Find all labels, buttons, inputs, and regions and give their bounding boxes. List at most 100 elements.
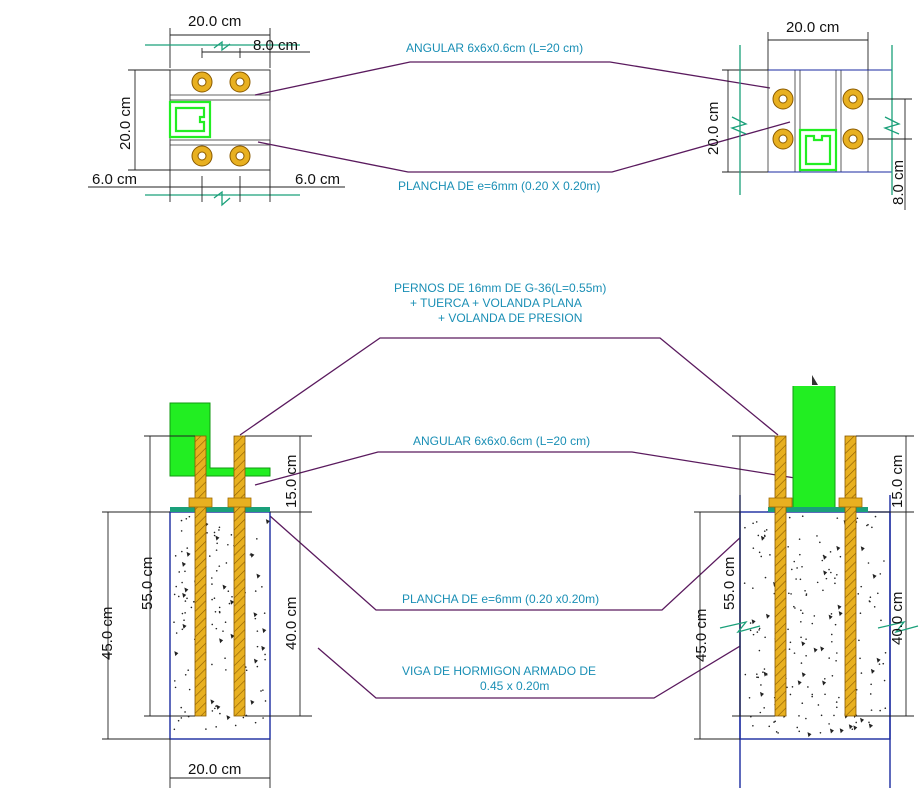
aggregate-dot [752,522,754,525]
aggregate-dot [242,716,245,719]
aggregate-mark [186,551,191,557]
aggregate-dot [805,593,808,595]
dim-right-side: 8.0 cm [890,160,907,205]
plan-view-right: 20.0 cm 20.0 cm 8.0 cm [705,19,912,210]
aggregate-dot [256,630,259,632]
aggregate-dot [793,560,796,563]
aggregate-dot [884,651,887,654]
aggregate-mark [262,628,267,634]
aggregate-dot [791,568,793,571]
aggregate-mark [182,592,187,598]
dim-width-top-right: 20.0 cm [786,19,839,36]
aggregate-dot [836,652,838,654]
aggregate-dot [799,553,801,556]
aggregate-dot [760,684,762,686]
aggregate-dot [789,693,792,696]
aggregate-mark [181,561,186,567]
aggregate-dot [860,585,863,588]
aggregate-dot [757,676,760,679]
aggregate-dot [758,629,760,631]
aggregate-dot [185,517,188,520]
aggregate-mark [261,645,266,651]
aggregate-dot [878,663,881,665]
aggregate-dot [762,671,764,673]
aggregate-mark [174,651,179,657]
aggregate-dot [855,721,858,724]
aggregate-dot [788,648,791,650]
column-steel-right [792,383,836,509]
aggregate-dot [859,657,861,660]
aggregate-dot [874,515,877,518]
aggregate-dot [796,726,799,729]
section-left: 45.0 cm 55.0 cm 15.0 cm 40.0 cm 20.0 cm [99,402,312,788]
aggregate-dot [798,715,800,717]
aggregate-dot [180,519,183,522]
aggregate-dot [800,609,802,612]
aggregate-mark [868,723,873,729]
aggregate-dot [205,728,207,730]
aggregate-dot [215,549,218,551]
aggregate-mark [801,641,806,647]
dim-width-20: 20.0 cm [188,761,241,778]
aggregate-mark [222,584,227,590]
aggregate-dot [825,577,828,580]
aggregate-dot [790,593,792,595]
aggregate-mark [822,680,827,686]
aggregate-dot [869,596,872,598]
label-plancha-top: PLANCHA DE e=6mm (0.20 X 0.20m) [398,179,600,193]
aggregate-dot [816,535,818,537]
aggregate-dot [867,523,869,526]
aggregate-dot [799,578,802,581]
label-viga-2: 0.45 x 0.20m [480,679,549,693]
aggregate-dot [175,632,178,634]
aggregate-mark [751,619,756,625]
aggregate-dot [256,645,259,648]
aggregate-mark [253,658,258,664]
aggregate-dot [834,623,837,626]
column-section-right [798,128,838,172]
concrete-beam [169,511,271,740]
aggregate-dot [764,535,766,538]
aggregate-dot [764,636,766,639]
bolt-nut-icon [772,88,864,150]
aggregate-dot [749,629,752,632]
aggregate-dot [184,600,187,602]
dim-bottom-left: 6.0 cm [92,171,137,188]
aggregate-dot [230,534,233,536]
aggregate-dot [756,631,759,633]
aggregate-dot [800,662,803,664]
aggregate-dot [254,590,257,592]
aggregate-dot [786,686,788,689]
aggregate-dot [763,707,765,709]
aggregate-dot [769,554,771,556]
aggregate-dot [218,526,221,529]
aggregate-dot [757,534,760,537]
aggregate-dot [800,620,802,623]
aggregate-dot [181,612,184,615]
aggregate-dot [805,654,807,657]
aggregate-mark [763,671,768,677]
aggregate-dot [184,711,186,713]
aggregate-dot [796,567,798,569]
aggregate-dot [868,721,870,724]
aggregate-dot [758,551,761,554]
aggregate-dot [748,696,751,699]
aggregate-dot [173,621,175,624]
aggregate-dot [870,709,873,711]
aggregate-dot [773,721,775,723]
aggregate-dot [184,612,186,614]
aggregate-dot [811,622,814,625]
aggregate-dot [213,531,216,534]
aggregate-dot [245,669,248,672]
aggregate-mark [836,545,841,551]
aggregate-dot [174,686,177,689]
plan-view-left: 20.0 cm 8.0 cm 20.0 cm 6.0 cm 6.0 cm [88,13,345,207]
aggregate-dot [860,672,863,674]
label-angular-mid: ANGULAR 6x6x0.6cm (L=20 cm) [413,434,590,448]
aggregate-dot [774,720,776,723]
dim-top-15-right: 15.0 cm [889,455,906,508]
aggregate-dot [187,669,190,671]
aggregate-dot [744,673,747,676]
aggregate-mark [823,570,828,576]
aggregate-dot [214,707,216,710]
